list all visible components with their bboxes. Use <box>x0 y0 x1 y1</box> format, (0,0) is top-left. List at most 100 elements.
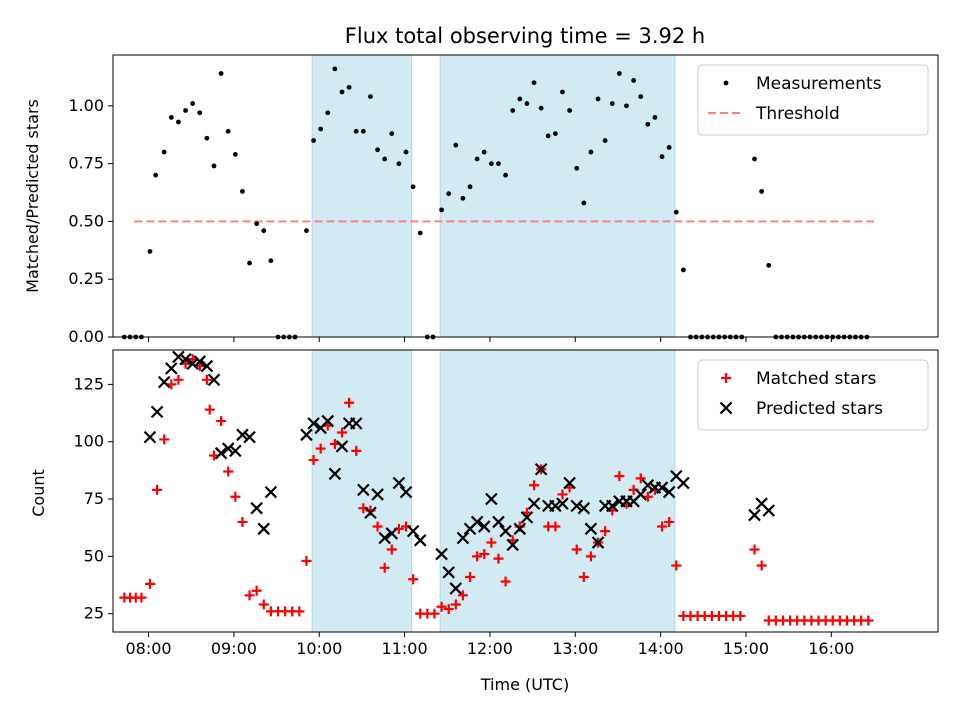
predicted-star-marker <box>527 497 541 510</box>
measurement-point <box>339 89 345 95</box>
predicted-star-marker <box>264 485 278 499</box>
predicted-star-marker <box>719 401 733 415</box>
predicted-star-marker <box>371 488 384 501</box>
predicted-star-marker <box>662 485 676 499</box>
bottom-y-axis-label: Count <box>29 469 48 517</box>
measurement-point <box>581 200 587 206</box>
measurement-point <box>254 221 260 227</box>
legend-label: Predicted stars <box>756 399 883 419</box>
predicted-star-marker <box>321 414 335 428</box>
measurement-point <box>723 80 729 86</box>
measurement-point <box>225 128 231 134</box>
matched-star-marker <box>614 471 625 482</box>
measurement-point <box>659 154 665 160</box>
measurement-point <box>183 108 188 113</box>
matched-star-marker <box>337 427 348 438</box>
matched-star-marker <box>472 551 483 562</box>
x-axis-label: Time (UTC) <box>480 675 569 694</box>
measurement-point <box>232 151 238 157</box>
predicted-star-marker <box>406 524 420 538</box>
measurement-point <box>403 149 409 155</box>
measurement-point <box>524 101 530 106</box>
matched-star-marker <box>529 480 540 491</box>
predicted-star-marker <box>413 534 427 547</box>
predicted-star-marker <box>634 488 647 501</box>
predicted-star-marker <box>534 462 548 476</box>
measurement-point <box>161 149 167 155</box>
axes-frame <box>112 349 939 633</box>
predicted-star-marker <box>499 524 512 538</box>
matched-star-marker <box>578 571 589 582</box>
measurement-point <box>453 142 459 148</box>
predicted-star-marker <box>456 531 470 545</box>
predicted-star-marker <box>399 485 413 499</box>
measurement-point <box>304 228 309 234</box>
measurement-point <box>446 191 452 197</box>
predicted-star-marker <box>229 444 242 458</box>
matched-star-marker <box>557 489 568 500</box>
predicted-star-marker <box>335 440 349 453</box>
y-tick-label: 0.00 <box>68 327 104 346</box>
predicted-star-marker <box>549 499 562 513</box>
y-tick-label: 0.50 <box>68 211 104 230</box>
predicted-star-marker <box>435 547 448 561</box>
predicted-star-marker <box>442 566 455 579</box>
predicted-star-marker <box>392 476 406 490</box>
predicted-star-marker <box>591 536 605 549</box>
predicted-star-marker <box>762 504 776 517</box>
measurement-point <box>382 156 388 162</box>
measurement-point <box>609 101 615 106</box>
predicted-star-marker <box>257 522 271 536</box>
legend-label: Threshold <box>755 104 840 124</box>
measurement-point <box>766 262 772 268</box>
predicted-star-marker <box>186 357 199 371</box>
measurement-point <box>261 228 267 234</box>
x-tick-label: 09:00 <box>211 639 257 658</box>
predicted-star-marker <box>250 501 263 515</box>
predicted-star-marker <box>207 373 221 387</box>
matched-star-marker <box>308 455 319 466</box>
matched-star-marker <box>486 537 497 548</box>
measurement-point <box>652 115 658 120</box>
measurement-point <box>346 84 352 90</box>
measurement-point <box>560 89 565 95</box>
measurement-point <box>247 260 252 266</box>
predicted-star-marker <box>677 476 690 490</box>
measurement-point <box>389 131 395 136</box>
measurement-point <box>680 267 686 273</box>
chart-title: Flux total observing time = 3.92 h <box>345 24 705 48</box>
measurement-point <box>153 172 159 178</box>
measurement-point <box>510 108 516 113</box>
matched-star-marker <box>465 571 476 582</box>
measurement-point <box>752 156 757 162</box>
matched-star-marker <box>173 374 184 385</box>
predicted-star-marker <box>520 511 534 524</box>
measurement-point <box>503 172 508 178</box>
legend-label: Matched stars <box>756 369 876 389</box>
x-tick-label: 11:00 <box>382 639 428 658</box>
matched-star-marker <box>244 590 255 601</box>
measurement-point <box>574 165 580 171</box>
predicted-star-marker <box>577 501 591 515</box>
y-tick-label: 0.75 <box>68 154 104 173</box>
matched-star-marker <box>429 608 440 619</box>
matched-star-marker <box>585 551 596 562</box>
measurement-point <box>240 188 245 194</box>
x-tick-label: 08:00 <box>126 639 172 658</box>
predicted-star-marker <box>513 522 527 536</box>
measurement-point <box>538 105 544 111</box>
x-tick-label: 13:00 <box>552 639 598 658</box>
y-tick-label: 0.25 <box>68 269 104 288</box>
predicted-star-marker <box>605 499 619 513</box>
measurement-point <box>631 78 637 83</box>
y-tick-label: 25 <box>84 604 104 623</box>
y-tick-label: 50 <box>84 546 104 565</box>
matched-star-marker <box>386 544 397 555</box>
measurement-point <box>318 126 324 132</box>
legend-label: Measurements <box>756 74 882 94</box>
measurement-point <box>332 66 338 72</box>
matched-star-marker <box>450 599 461 610</box>
measurement-point <box>396 161 402 167</box>
measurement-point <box>147 249 153 254</box>
matched-star-marker <box>223 466 234 477</box>
